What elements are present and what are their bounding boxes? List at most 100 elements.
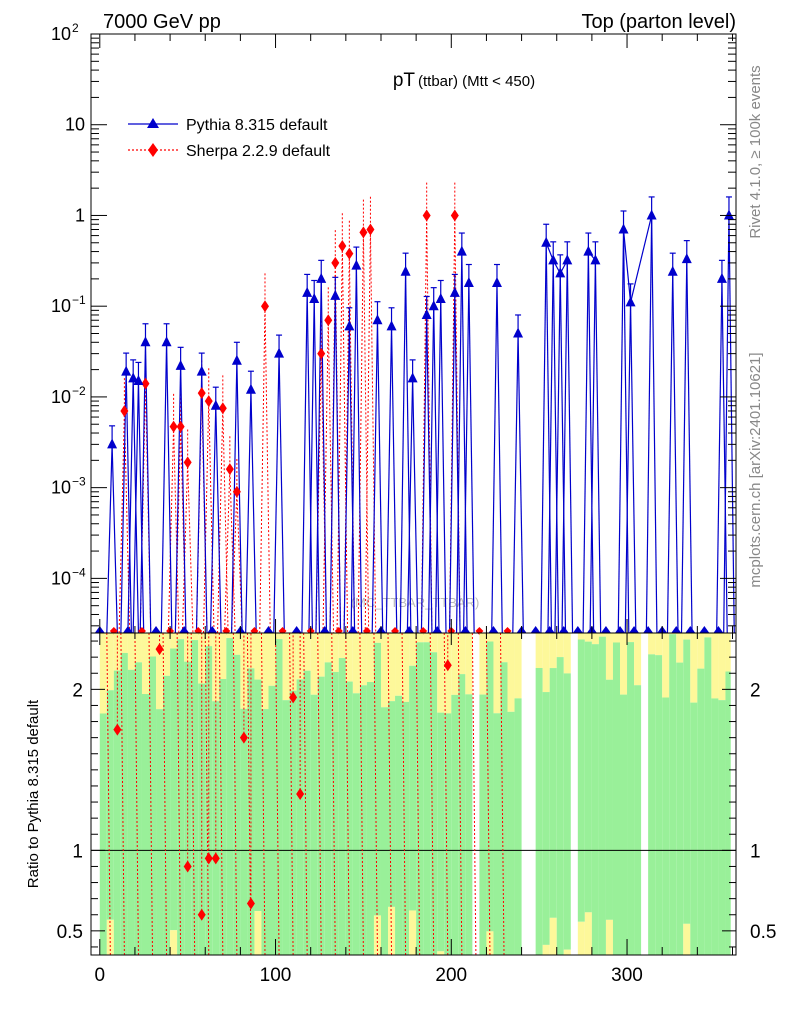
sherpa-marker bbox=[225, 463, 234, 476]
ratio-sherpa-trace bbox=[317, 632, 322, 956]
pythia-spike-line bbox=[545, 242, 553, 634]
pythia-marker bbox=[245, 383, 256, 394]
ratio-band-yellow bbox=[141, 633, 149, 695]
pythia-segment-line bbox=[622, 215, 653, 303]
ratio-sherpa-trace bbox=[148, 632, 154, 956]
pythia-spike-line bbox=[645, 215, 653, 634]
ratio-band-green bbox=[416, 642, 424, 955]
sherpa-marker bbox=[120, 404, 129, 417]
pythia-marker bbox=[121, 365, 132, 376]
pythia-marker bbox=[590, 254, 601, 265]
pythia-marker bbox=[175, 359, 186, 370]
ratio-band-yellow bbox=[605, 919, 613, 955]
pythia-floor-marker bbox=[207, 626, 218, 633]
pythia-spike-line bbox=[547, 260, 554, 634]
pythia-marker bbox=[274, 347, 285, 358]
pythia-spike-line bbox=[230, 360, 238, 634]
pythia-spike-line bbox=[343, 326, 350, 634]
ratio-x-tick-label: 200 bbox=[435, 965, 467, 986]
pythia-spike-line bbox=[245, 389, 252, 634]
pythia-spike-line bbox=[559, 273, 567, 634]
ratio-band-green bbox=[697, 668, 705, 955]
sherpa-spike-line bbox=[264, 306, 271, 634]
ratio-band-yellow bbox=[205, 633, 213, 647]
ratio-sherpa-trace bbox=[345, 632, 350, 956]
pythia-floor-marker bbox=[699, 626, 710, 633]
pythia-spike-line bbox=[160, 342, 168, 634]
pythia-spike-line bbox=[385, 326, 393, 634]
ratio-sherpa-marker bbox=[197, 908, 206, 921]
ratio-band-green bbox=[437, 712, 445, 952]
ratio-sherpa-trace bbox=[204, 632, 210, 956]
pythia-floor-marker bbox=[643, 626, 654, 633]
pythia-marker bbox=[133, 374, 144, 385]
ratio-band-yellow bbox=[549, 633, 557, 669]
pythia-spike-line bbox=[350, 265, 357, 634]
main-y-tick-label: 10 bbox=[51, 387, 71, 407]
pythia-spike-line bbox=[273, 353, 280, 634]
ratio-band-layer bbox=[91, 633, 736, 955]
ratio-sherpa-trace bbox=[331, 632, 336, 956]
ratio-sherpa-trace bbox=[429, 632, 435, 956]
pythia-spike-line bbox=[512, 333, 519, 634]
ratio-band-green bbox=[648, 654, 656, 955]
ratio-band-yellow bbox=[212, 633, 220, 702]
ratio-band-yellow bbox=[444, 633, 452, 714]
ratio-band-green bbox=[352, 693, 360, 955]
ratio-band-yellow bbox=[535, 633, 543, 668]
ratio-band-yellow bbox=[170, 930, 178, 955]
pythia-spike-line bbox=[540, 242, 547, 634]
pythia-spike-line bbox=[399, 271, 407, 634]
ratio-band-green bbox=[141, 694, 149, 955]
sherpa-spike-line bbox=[208, 401, 215, 634]
ratio-band-yellow bbox=[591, 633, 599, 645]
sherpa-marker bbox=[183, 456, 192, 469]
sherpa-marker bbox=[324, 314, 333, 327]
ratio-frame bbox=[90, 632, 737, 956]
sherpa-spike-line bbox=[217, 408, 224, 634]
pythia-marker bbox=[456, 245, 467, 256]
ratio-band-green bbox=[598, 636, 606, 955]
pythia-marker bbox=[541, 236, 552, 247]
ratio-band-yellow bbox=[268, 633, 276, 686]
pythia-marker bbox=[562, 254, 573, 265]
ratio-band-green bbox=[148, 656, 157, 955]
pythia-marker bbox=[351, 259, 362, 270]
ratio-band-yellow bbox=[627, 633, 635, 643]
pythia-spike-line bbox=[686, 259, 693, 634]
pythia-spike-line bbox=[723, 215, 730, 634]
ratio-sherpa-trace bbox=[471, 632, 477, 956]
ratio-band-yellow bbox=[725, 633, 731, 672]
pythia-spike-line bbox=[454, 292, 461, 634]
ratio-band-yellow bbox=[655, 633, 663, 656]
sherpa-marker bbox=[260, 300, 269, 313]
pythia-marker bbox=[667, 265, 678, 276]
ratio-band-green bbox=[605, 679, 613, 920]
pythia-spike-line bbox=[561, 260, 568, 634]
pythia-spike-line bbox=[139, 342, 147, 634]
pythia-spike-line bbox=[201, 371, 208, 634]
ratio-band-yellow bbox=[683, 633, 691, 640]
pythia-segment-line bbox=[545, 242, 568, 275]
rivet-label: Rivet 4.1.0, ≥ 100k events bbox=[747, 65, 764, 238]
main-y-tick-exponent: −4 bbox=[72, 565, 86, 579]
ratio-band-yellow bbox=[373, 915, 381, 955]
ratio-band-yellow bbox=[648, 633, 656, 655]
pythia-spike-line bbox=[236, 360, 243, 634]
ratio-band-green bbox=[247, 668, 255, 955]
ratio-sherpa-trace bbox=[176, 632, 182, 956]
ratio-series-layer bbox=[106, 632, 505, 956]
pythia-marker bbox=[435, 293, 446, 304]
ratio-band-green bbox=[184, 661, 192, 955]
ratio-sherpa-trace bbox=[120, 632, 125, 956]
pythia-floor-marker bbox=[460, 626, 471, 633]
ratio-band-green bbox=[113, 670, 121, 955]
ratio-band-green bbox=[711, 698, 719, 955]
sherpa-marker bbox=[331, 256, 340, 269]
ratio-sherpa-trace bbox=[401, 632, 407, 956]
ratio-sherpa-marker bbox=[113, 723, 122, 736]
ratio-band-green bbox=[683, 639, 691, 924]
pythia-marker bbox=[344, 320, 355, 331]
sherpa-spike-line bbox=[118, 410, 125, 634]
